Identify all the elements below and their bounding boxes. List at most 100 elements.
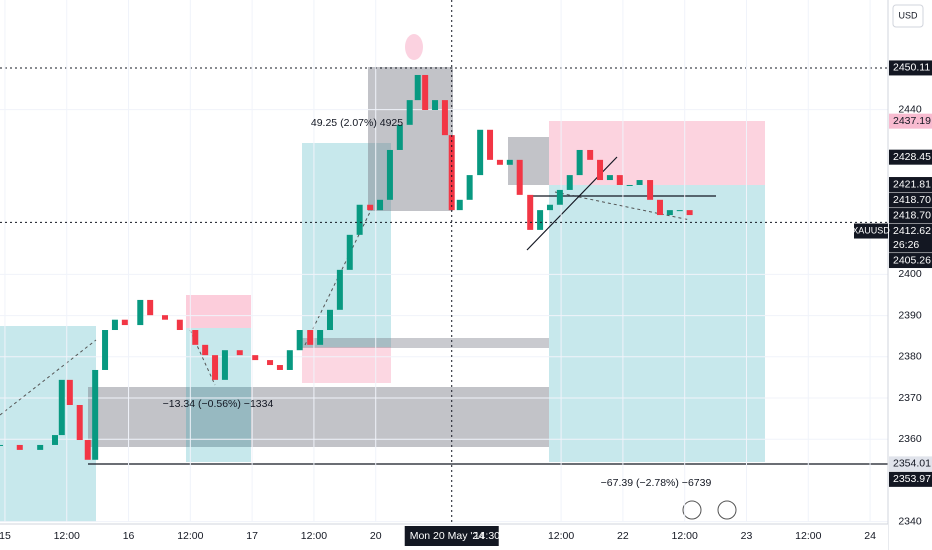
price-label: 2405.26	[893, 254, 931, 266]
crosshair-date: Mon 20 May '24	[410, 530, 485, 542]
x-tick-label: 17	[246, 530, 258, 542]
candle	[0, 444, 3, 446]
y-tick-label: 2370	[898, 392, 922, 404]
axes: 2340 2360 2370 2380 2390 2400 2440 15 12:00 16 12:…	[0, 60, 932, 546]
annotation: −67.39 (−2.78%) −6739	[601, 477, 712, 489]
candle	[566, 175, 573, 190]
price-label-bg	[889, 149, 932, 165]
crosshair-time-bg	[404, 526, 499, 546]
event-icon[interactable]	[682, 500, 702, 520]
candle	[147, 299, 154, 316]
candle	[161, 315, 168, 320]
candle	[527, 194, 534, 230]
candle	[537, 210, 544, 230]
candle	[221, 350, 228, 380]
price-label: 2412.62	[893, 225, 931, 237]
candle	[92, 369, 99, 460]
candle	[111, 319, 118, 331]
currency-button[interactable]	[892, 4, 924, 28]
x-tick-label: 20	[370, 530, 382, 542]
price-label-bg	[889, 253, 932, 269]
candle	[176, 319, 183, 331]
candle	[616, 175, 623, 185]
trend-dash	[0, 339, 97, 416]
candle	[546, 204, 553, 211]
stop-zone	[549, 121, 765, 185]
candle	[506, 159, 513, 165]
currency: USD	[898, 10, 918, 20]
target-zone	[549, 185, 765, 462]
candle	[66, 379, 73, 405]
y-tick-label: 2440	[898, 103, 922, 115]
target-zone	[186, 328, 251, 462]
price-label-bg	[889, 60, 932, 76]
candle	[367, 204, 374, 211]
price-label: 2428.45	[893, 151, 931, 163]
y-tick-label: 2360	[898, 433, 922, 445]
candle	[636, 180, 643, 185]
price-label: 2450.11	[893, 62, 930, 74]
candle	[276, 365, 283, 370]
candle	[676, 210, 683, 212]
candle	[386, 149, 393, 200]
price-label: 2353.97	[893, 473, 931, 485]
range-box	[508, 137, 549, 185]
x-tick-label: 12:00	[672, 530, 698, 542]
candle	[296, 330, 303, 351]
candle	[422, 74, 429, 111]
price-label: 2418.70	[893, 209, 931, 221]
candle	[336, 269, 343, 310]
candle	[346, 234, 353, 270]
x-tick-label: 15	[0, 530, 11, 542]
candle	[576, 149, 583, 176]
price-label-bg	[889, 113, 932, 129]
event-icon[interactable]	[717, 500, 737, 520]
candle	[477, 129, 484, 176]
candle	[267, 360, 274, 366]
candle	[414, 74, 421, 101]
candle	[516, 159, 523, 195]
candle	[377, 199, 384, 211]
candle	[666, 210, 673, 216]
candle	[252, 355, 259, 361]
price-label-bg	[889, 456, 932, 472]
candle	[647, 180, 654, 200]
x-tick-label: 16	[123, 530, 135, 542]
candle	[396, 124, 403, 150]
candle	[192, 330, 199, 345]
crosshair-time: 14:30	[474, 530, 500, 542]
x-tick-label: 23	[741, 530, 753, 542]
candles	[0, 74, 693, 460]
price-label-bg	[889, 177, 932, 193]
candle	[16, 444, 23, 450]
candle	[307, 330, 314, 345]
price-label-bg	[889, 223, 932, 253]
price-label: 2418.70	[893, 194, 931, 206]
candle	[212, 355, 219, 380]
stop-zone	[302, 347, 391, 383]
candle	[58, 379, 65, 436]
stop-zone	[186, 295, 251, 328]
candle	[441, 100, 448, 136]
candle	[121, 319, 128, 326]
x-tick-label: 12:00	[548, 530, 574, 542]
countdown: 26:26	[893, 239, 919, 251]
x-tick-label: 24	[864, 530, 876, 542]
trend-dash	[189, 329, 216, 386]
price-label-bg	[889, 192, 932, 208]
candle	[496, 159, 503, 165]
symbol: XAUUSD	[852, 225, 890, 235]
y-tick-label: 2340	[898, 515, 922, 527]
price-label: 2437.19	[893, 115, 931, 127]
candle	[76, 404, 83, 441]
price-label-bg	[889, 471, 932, 487]
candle	[406, 100, 413, 125]
candle	[202, 344, 209, 356]
candle	[487, 129, 494, 160]
candle	[587, 149, 594, 160]
candle	[102, 330, 109, 370]
candle	[37, 444, 44, 450]
candle	[356, 204, 363, 235]
crosshair	[0, 0, 888, 522]
